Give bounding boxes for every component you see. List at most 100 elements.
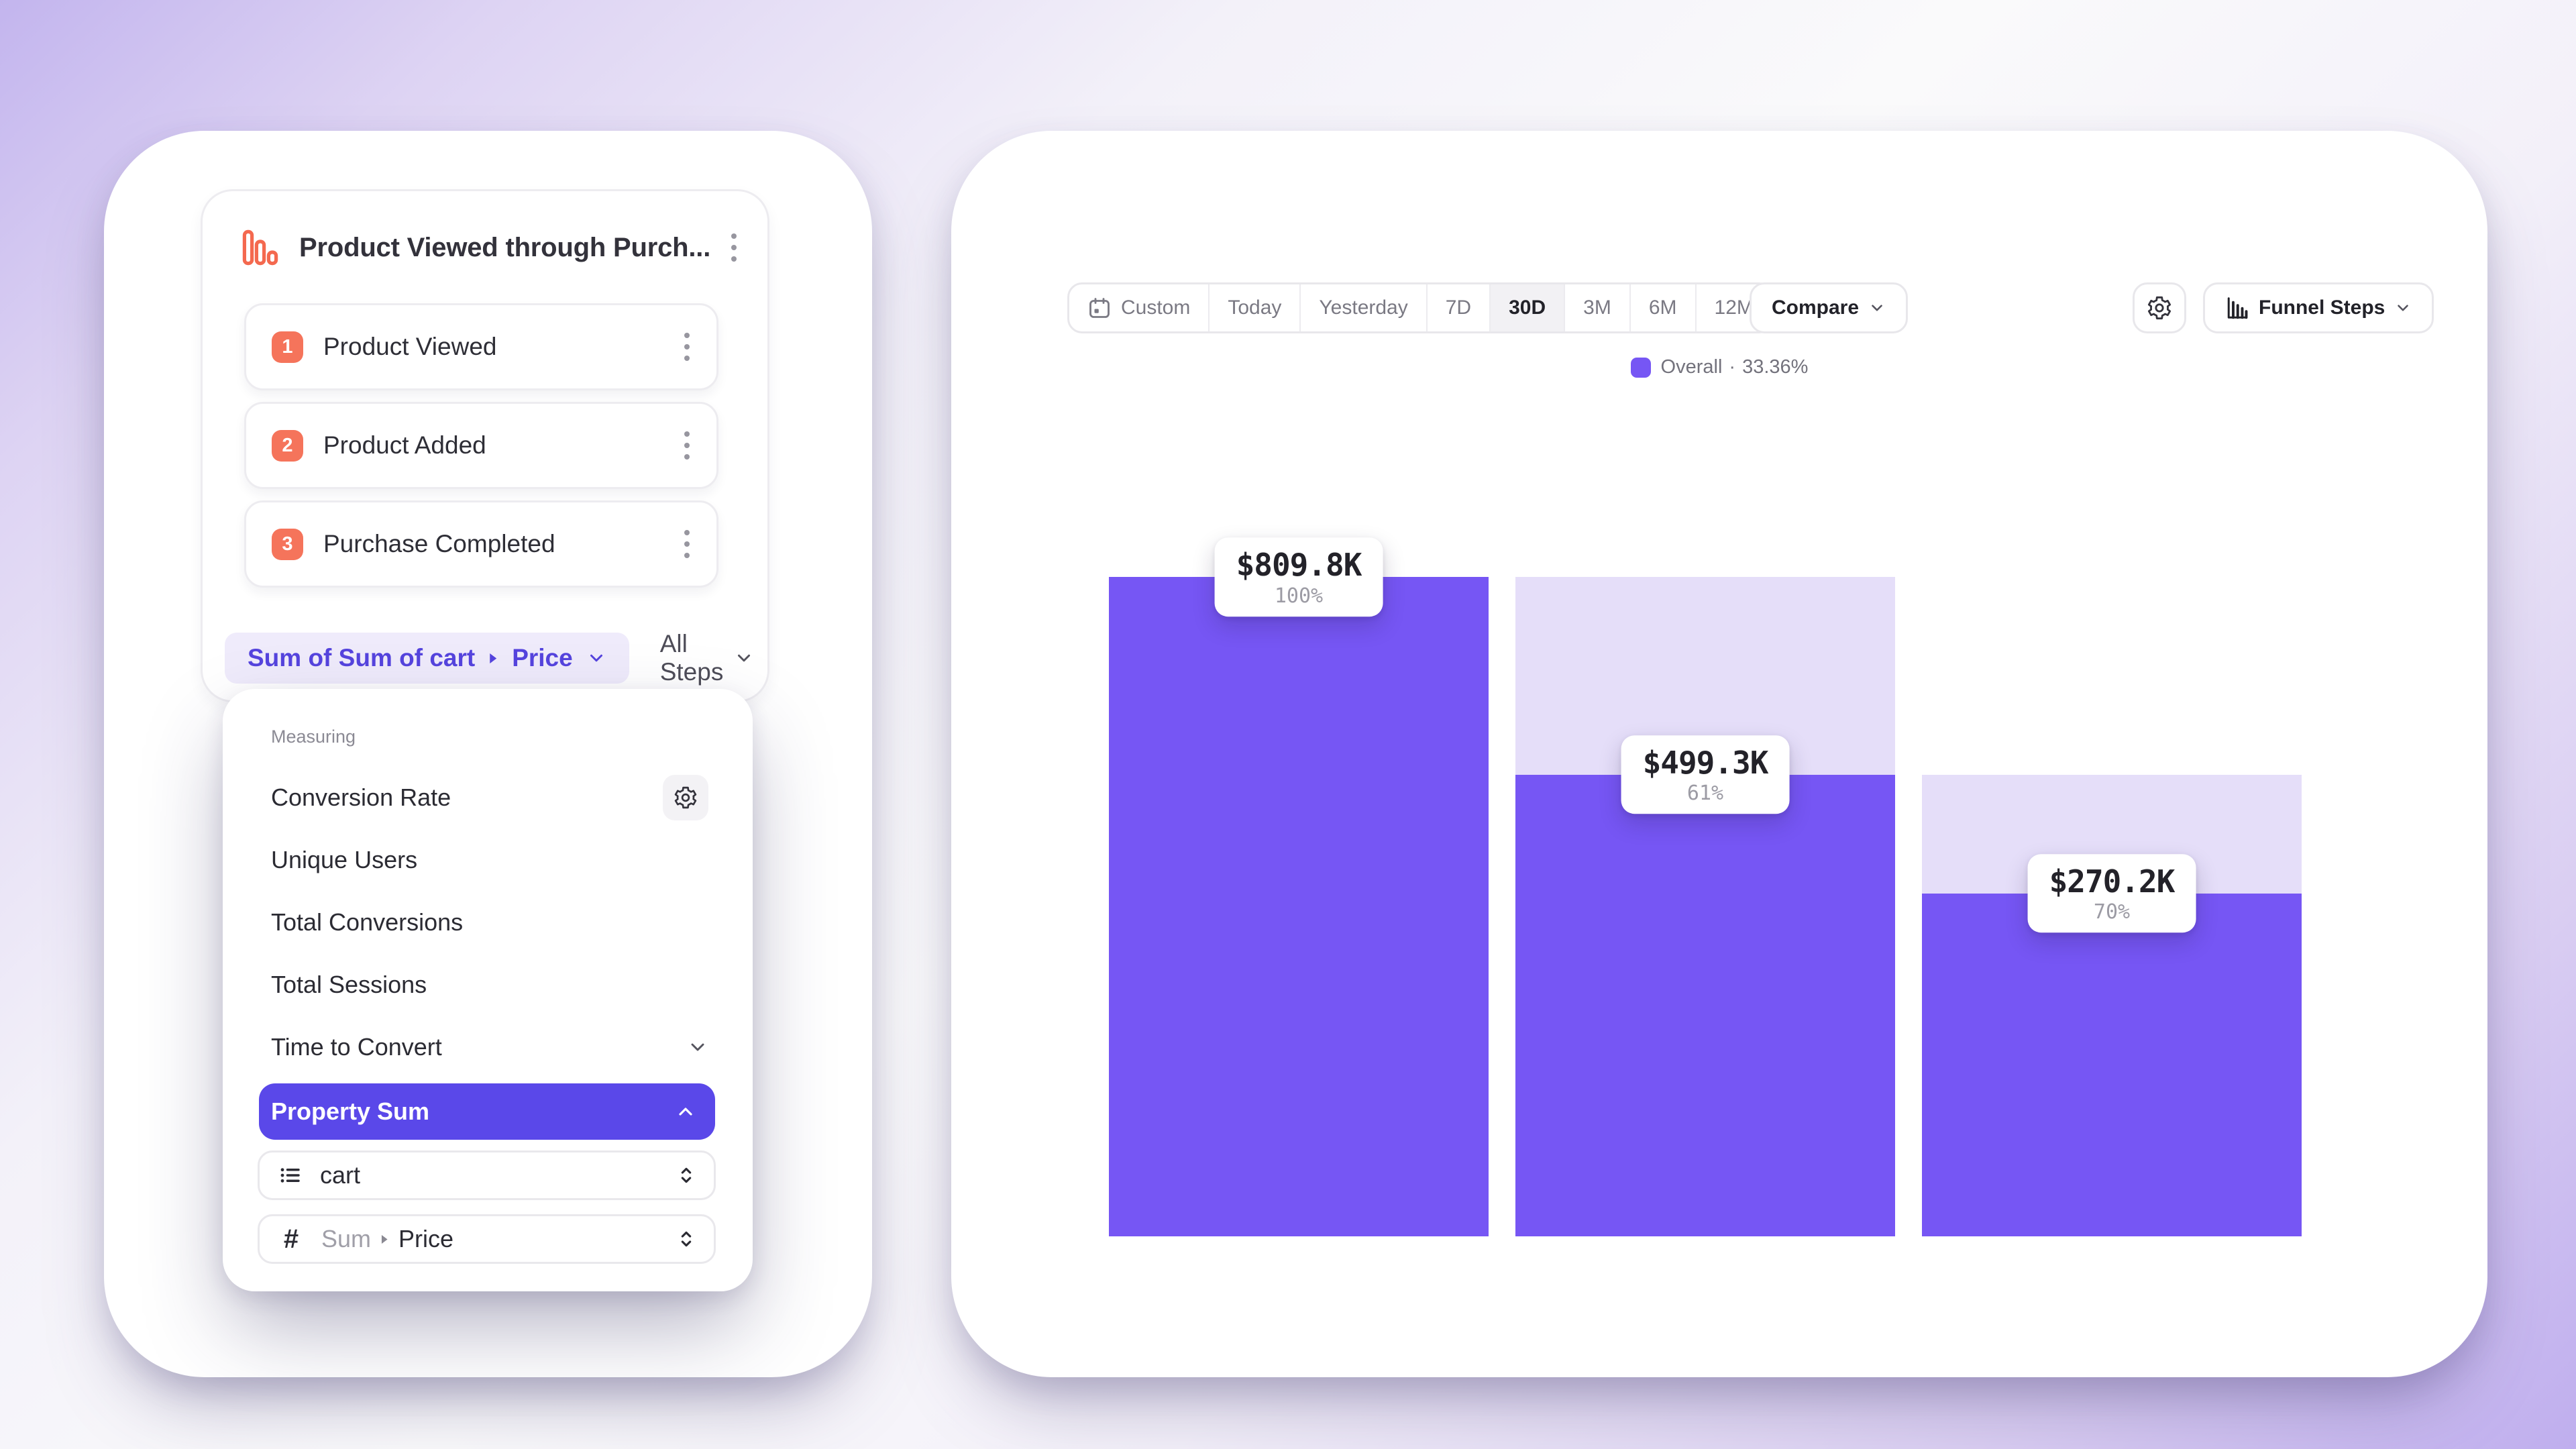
chart-settings-button[interactable] <box>2133 282 2186 333</box>
step-menu-button[interactable] <box>678 425 696 466</box>
funnel-query-builder: Product Viewed through Purch... 1 Produc… <box>201 189 769 702</box>
range-label: 3M <box>1583 297 1611 319</box>
funnel-step-row-2[interactable]: 2 Product Added <box>244 402 718 489</box>
funnel-bar-2[interactable]: $499.3K 61% <box>1515 577 1895 1236</box>
funnel-step-row-3[interactable]: 3 Purchase Completed <box>244 500 718 588</box>
step-menu-button[interactable] <box>678 326 696 368</box>
legend-separator: · <box>1729 356 1736 378</box>
gear-icon <box>2146 294 2173 321</box>
list-icon <box>278 1163 303 1187</box>
chart-card: Custom Today Yesterday 7D 30D 3M 6M 12M … <box>951 131 2487 1377</box>
legend-series-name: Overall <box>1660 356 1723 378</box>
chart-type-label: Funnel Steps <box>2259 297 2385 319</box>
conversion-rate-settings-button[interactable] <box>663 774 708 820</box>
legend-text: Overall · 33.36% <box>1661 356 1809 378</box>
menu-item-unique-users[interactable]: Unique Users <box>259 828 715 891</box>
menu-item-conversion-rate[interactable]: Conversion Rate <box>259 766 715 828</box>
bar-solid-segment <box>1109 577 1489 1236</box>
bar-value: $809.8K <box>1236 547 1362 584</box>
chevron-down-icon <box>2394 299 2412 317</box>
property-select-value: cart <box>320 1161 361 1189</box>
step-number-badge: 1 <box>272 331 303 363</box>
legend-value: 33.36% <box>1742 356 1809 378</box>
menu-item-label: Unique Users <box>271 845 418 873</box>
range-30d[interactable]: 30D <box>1489 284 1564 331</box>
report-menu-button[interactable] <box>724 227 743 268</box>
aggregation-select-value: Sum Price <box>321 1225 675 1253</box>
chevron-down-icon <box>1868 299 1886 317</box>
unfold-icon <box>675 1164 698 1187</box>
menu-item-label: Time to Convert <box>271 1032 442 1061</box>
menu-item-total-sessions[interactable]: Total Sessions <box>259 953 715 1016</box>
bar-percent: 100% <box>1274 584 1324 608</box>
arrow-right-icon <box>380 1234 389 1245</box>
range-custom[interactable]: Custom <box>1069 284 1208 331</box>
legend-swatch <box>1630 357 1651 378</box>
date-range-control: Custom Today Yesterday 7D 30D 3M 6M 12M <box>1067 282 1774 333</box>
funnel-chart-icon <box>241 229 279 266</box>
chevron-up-icon <box>675 1101 696 1122</box>
funnel-chart: $809.8K 100% $499.3K 61% $270.2K 70% <box>1109 537 2302 1236</box>
step-label: Product Viewed <box>323 333 497 360</box>
range-3m[interactable]: 3M <box>1564 284 1629 331</box>
property-select[interactable]: cart <box>258 1150 716 1200</box>
steps-scope-label: All Steps <box>659 630 724 686</box>
steps-scope-selector[interactable]: All Steps <box>660 630 755 686</box>
range-label: 12M <box>1714 297 1754 319</box>
menu-item-property-sum[interactable]: Property Sum <box>259 1083 715 1140</box>
aggregation-select[interactable]: # Sum Price <box>258 1214 716 1264</box>
unfold-icon <box>675 1228 698 1250</box>
menu-item-label: Total Sessions <box>271 970 427 998</box>
range-yesterday[interactable]: Yesterday <box>1299 284 1426 331</box>
bar-percent: 61% <box>1686 782 1724 806</box>
bar-solid-segment <box>1515 774 1895 1236</box>
step-label: Product Added <box>323 431 486 459</box>
chart-type-button[interactable]: Funnel Steps <box>2203 282 2434 333</box>
bar-solid-segment <box>1922 893 2302 1236</box>
funnel-steps-list: 1 Product Viewed 2 Product Added 3 Purch… <box>244 303 718 588</box>
menu-item-label: Conversion Rate <box>271 783 451 811</box>
range-12m[interactable]: 12M <box>1695 284 1772 331</box>
measurement-property: Price <box>512 644 573 672</box>
funnel-bar-1[interactable]: $809.8K 100% <box>1109 537 1489 1236</box>
chevron-down-icon <box>687 1036 708 1058</box>
range-6m[interactable]: 6M <box>1629 284 1695 331</box>
aggregation-property: Price <box>398 1225 454 1252</box>
range-label: Today <box>1228 297 1282 319</box>
bar-data-label: $270.2K 70% <box>2027 854 2196 933</box>
chart-legend[interactable]: Overall · 33.36% <box>951 356 2487 378</box>
funnel-bar-3[interactable]: $270.2K 70% <box>1922 577 2302 1236</box>
chevron-down-icon <box>734 648 754 668</box>
measuring-dropdown: Measuring Conversion Rate Unique Users T… <box>223 689 753 1291</box>
bar-data-label: $499.3K 61% <box>1621 735 1790 814</box>
step-menu-button[interactable] <box>678 523 696 565</box>
range-label: 30D <box>1509 297 1546 319</box>
funnel-step-row-1[interactable]: 1 Product Viewed <box>244 303 718 390</box>
range-label: 7D <box>1445 297 1472 319</box>
compare-label: Compare <box>1772 297 1860 319</box>
measurement-prefix: Sum of Sum of cart <box>248 644 476 672</box>
measurement-selector[interactable]: Sum of Sum of cart Price <box>225 633 629 684</box>
bar-data-label: $809.8K 100% <box>1214 537 1383 616</box>
step-label: Purchase Completed <box>323 530 555 557</box>
bar-value: $499.3K <box>1642 745 1769 782</box>
query-builder-card: Product Viewed through Purch... 1 Produc… <box>104 131 872 1377</box>
number-property-icon: # <box>283 1224 299 1254</box>
measurement-row: Sum of Sum of cart Price All Steps <box>225 630 751 686</box>
range-7d[interactable]: 7D <box>1426 284 1489 331</box>
chevron-down-icon <box>586 648 606 668</box>
range-label: Yesterday <box>1319 297 1408 319</box>
arrow-right-icon <box>488 652 498 665</box>
menu-item-time-to-convert[interactable]: Time to Convert <box>259 1016 715 1078</box>
menu-item-total-conversions[interactable]: Total Conversions <box>259 891 715 953</box>
bar-percent: 70% <box>2093 900 2131 924</box>
calendar-icon <box>1087 296 1112 320</box>
step-number-badge: 2 <box>272 429 303 462</box>
report-title: Product Viewed through Purch... <box>299 232 711 262</box>
builder-header: Product Viewed through Purch... <box>241 226 743 269</box>
measuring-heading: Measuring <box>271 727 356 747</box>
bar-value: $270.2K <box>2049 863 2176 900</box>
step-number-badge: 3 <box>272 528 303 560</box>
range-today[interactable]: Today <box>1208 284 1299 331</box>
compare-button[interactable]: Compare <box>1750 282 1909 333</box>
